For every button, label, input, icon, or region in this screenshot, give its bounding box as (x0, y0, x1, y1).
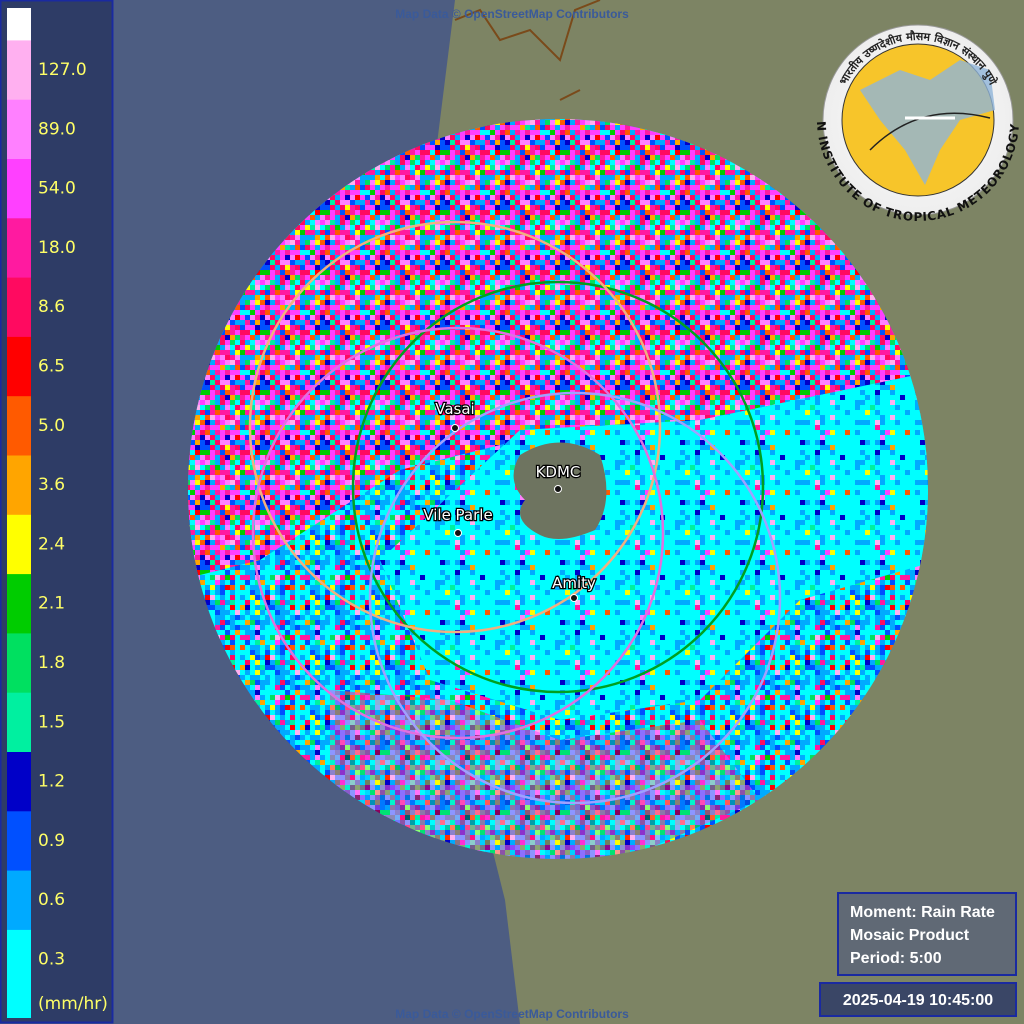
radar-heavy (188, 119, 928, 580)
timestamp: 2025-04-19 10:45:00 (843, 992, 993, 1009)
place-label: Vasai (435, 400, 474, 418)
border (454, 0, 601, 101)
places: Vasai KDMC Vile Parle Amity (422, 399, 597, 602)
range-ring (248, 220, 662, 634)
range-ring (351, 280, 765, 694)
legend-swatch (7, 752, 31, 812)
legend-swatch (7, 218, 31, 279)
place-marker (554, 485, 562, 493)
info-line: Mosaic Product (850, 927, 970, 944)
range-ring (251, 326, 665, 740)
logo-map (860, 60, 995, 185)
legend-label: 8.6 (38, 297, 65, 317)
info-line: Moment: Rain Rate (850, 904, 995, 921)
legend-unit: (mm/hr) (38, 994, 108, 1014)
legend-label: 89.0 (38, 119, 76, 139)
legend-label: 1.2 (38, 772, 65, 792)
legend-label: 18.0 (38, 238, 76, 258)
place-label: KDMC (536, 463, 581, 481)
legend-label: 0.6 (38, 890, 65, 910)
attribution: Map Data © OpenStreetMap Contributors (395, 7, 629, 21)
info-line: Period: 5:00 (850, 950, 942, 967)
legend-swatch (7, 99, 31, 160)
attribution: Map Data © OpenStreetMap Contributors (395, 1007, 629, 1021)
legend-label: 0.9 (38, 831, 65, 851)
legend-swatch (7, 692, 31, 753)
legend-swatch (7, 455, 31, 516)
info-box (837, 892, 1017, 976)
range-ring (368, 391, 782, 805)
radar-coverage (188, 119, 928, 859)
legend-swatch (7, 929, 31, 1018)
legend-swatch (7, 277, 31, 338)
legend-label: 1.8 (38, 653, 65, 673)
legend-label: 0.3 (38, 950, 65, 970)
legend-swatch (7, 8, 31, 41)
legend-swatch (7, 514, 31, 575)
legend-label: 54.0 (38, 179, 76, 199)
legend-label: 1.5 (38, 712, 65, 732)
place-label: Amity (552, 574, 596, 592)
legend-swatch (7, 159, 31, 219)
place-label: Vile Parle (423, 506, 492, 524)
place-marker (570, 594, 578, 602)
legend-swatch (7, 40, 31, 101)
legend-label: 6.5 (38, 357, 65, 377)
legend-swatch (7, 870, 31, 931)
timestamp-box (819, 982, 1017, 1017)
legend-swatch (7, 811, 31, 872)
legend-swatch (7, 574, 31, 634)
legend-swatch (7, 336, 31, 397)
legend-label: 3.6 (38, 475, 65, 495)
legend-label: 2.4 (38, 534, 65, 554)
legend-swatch (7, 396, 31, 456)
legend: 127.0 89.0 54.0 18.0 8.6 6.5 5.0 3.6 2.4 2.1 1.8 1.… (7, 40, 87, 1018)
place-marker (454, 529, 462, 537)
radar-band (330, 690, 760, 859)
place-marker (451, 424, 459, 432)
legend-label: 5.0 (38, 416, 65, 436)
legend-label: 127.0 (38, 60, 87, 80)
legend-label: 2.1 (38, 594, 65, 614)
legend-swatch (7, 633, 31, 694)
